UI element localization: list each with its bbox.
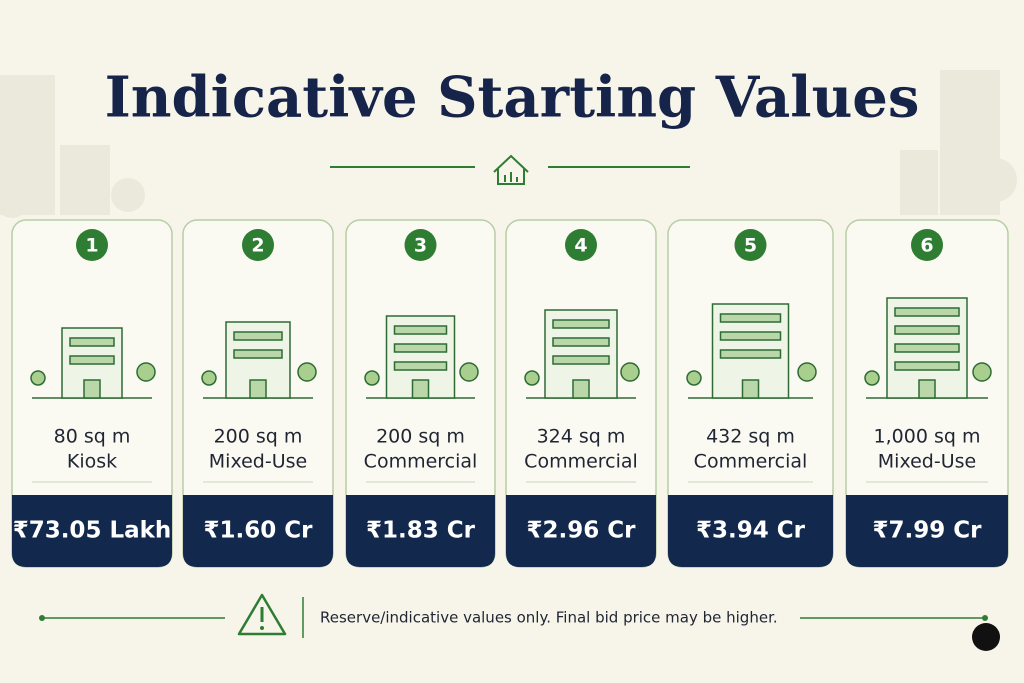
- tree: [201, 370, 217, 386]
- window-row: [894, 361, 960, 371]
- building-icon: [30, 327, 156, 399]
- card-price: ₹73.05 Lakh: [13, 518, 172, 544]
- door: [572, 379, 590, 399]
- card-use: Mixed-Use: [878, 451, 976, 473]
- number-badge: [565, 229, 597, 261]
- footer-note: Reserve/indicative values only. Final bi…: [320, 609, 778, 627]
- card: 1 80 sq m Kiosk ₹73.05 Lakh: [11, 219, 173, 568]
- window-row: [233, 349, 283, 359]
- number-badge: [76, 229, 108, 261]
- window-row: [393, 361, 448, 371]
- door: [411, 379, 430, 399]
- number-badge: [404, 229, 437, 261]
- window-row: [719, 331, 782, 341]
- tree: [620, 362, 640, 382]
- card-number: 4: [574, 235, 587, 257]
- number-badge: [734, 229, 767, 261]
- window-row: [552, 355, 610, 365]
- building-icon: [524, 309, 640, 399]
- tree: [797, 362, 817, 382]
- building-icon: [864, 297, 992, 399]
- divider: [330, 154, 690, 185]
- window-row: [69, 337, 115, 347]
- card: 5 432 sq m Commercial ₹3.94 Cr: [667, 219, 834, 568]
- tree: [686, 370, 702, 386]
- card-price: ₹3.94 Cr: [696, 518, 806, 544]
- tree: [364, 370, 380, 386]
- door: [249, 379, 267, 399]
- number-badge: [911, 229, 943, 261]
- window-row: [552, 337, 610, 347]
- tree: [297, 362, 317, 382]
- tree: [972, 362, 992, 382]
- cards: 1 80 sq m Kiosk ₹73.05 Lakh 2 200 sq m Mixed-U…: [11, 219, 1009, 568]
- window-row: [233, 331, 283, 341]
- card-number: 5: [744, 235, 757, 257]
- card-area: 200 sq m: [214, 426, 303, 448]
- card-use: Commercial: [694, 451, 808, 473]
- tree: [459, 362, 479, 382]
- card-area: 432 sq m: [706, 426, 795, 448]
- building-icon: [201, 321, 317, 399]
- window-row: [719, 313, 782, 323]
- card-area: 324 sq m: [537, 426, 626, 448]
- building-icon: [686, 303, 817, 399]
- card-use: Commercial: [524, 451, 638, 473]
- window-row: [552, 319, 610, 329]
- window-row: [393, 325, 448, 335]
- card-area: 200 sq m: [376, 426, 465, 448]
- card-area: 1,000 sq m: [874, 426, 981, 448]
- price-band: [183, 495, 333, 567]
- price-band: [506, 495, 656, 567]
- card-price: ₹7.99 Cr: [873, 518, 983, 544]
- card: 4 324 sq m Commercial ₹2.96 Cr: [505, 219, 657, 568]
- door: [83, 379, 101, 399]
- card: 3 200 sq m Commercial ₹1.83 Cr: [345, 219, 496, 568]
- number-badge: [242, 229, 274, 261]
- card-use: Kiosk: [67, 451, 117, 473]
- window-row: [894, 325, 960, 335]
- window-row: [719, 349, 782, 359]
- price-band: [12, 495, 172, 567]
- skyline-decoration: [0, 70, 1017, 218]
- footer: Reserve/indicative values only. Final bi…: [39, 593, 1000, 651]
- tree: [136, 362, 156, 382]
- window-row: [894, 343, 960, 353]
- door: [918, 379, 936, 399]
- door: [741, 379, 760, 399]
- price-band: [846, 495, 1008, 567]
- card-price: ₹1.60 Cr: [204, 518, 314, 544]
- card: 2 200 sq m Mixed-Use ₹1.60 Cr: [182, 219, 334, 568]
- title: Indicative Starting Values: [105, 65, 920, 131]
- card: 6 1,000 sq m Mixed-Use ₹7.99 Cr: [845, 219, 1009, 568]
- card-number: 1: [85, 235, 98, 257]
- card-price: ₹2.96 Cr: [527, 518, 637, 544]
- card-number: 6: [920, 235, 933, 257]
- card-price: ₹1.83 Cr: [366, 518, 476, 544]
- tree: [30, 370, 46, 386]
- price-band: [668, 495, 833, 567]
- window-row: [69, 355, 115, 365]
- window-row: [894, 307, 960, 317]
- tree: [524, 370, 540, 386]
- card-use: Mixed-Use: [209, 451, 307, 473]
- card-number: 2: [251, 235, 264, 257]
- card-area: 80 sq m: [54, 426, 131, 448]
- card-number: 3: [414, 235, 427, 257]
- card-use: Commercial: [364, 451, 478, 473]
- window-row: [393, 343, 448, 353]
- building-icon: [364, 315, 479, 399]
- price-band: [346, 495, 495, 567]
- tree: [864, 370, 880, 386]
